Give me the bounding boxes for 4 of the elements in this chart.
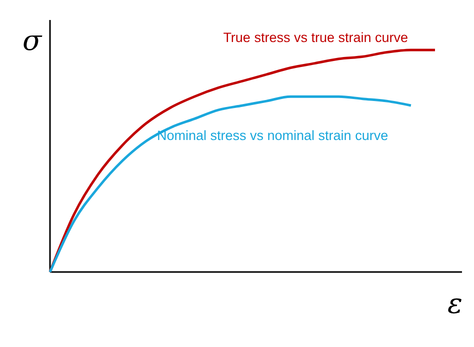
y-axis-title: σ	[22, 24, 42, 57]
x-axis-title: ε	[447, 287, 463, 320]
series-label: True stress vs true strain curve	[223, 30, 408, 45]
series-label: Nominal stress vs nominal strain curve	[157, 128, 388, 143]
